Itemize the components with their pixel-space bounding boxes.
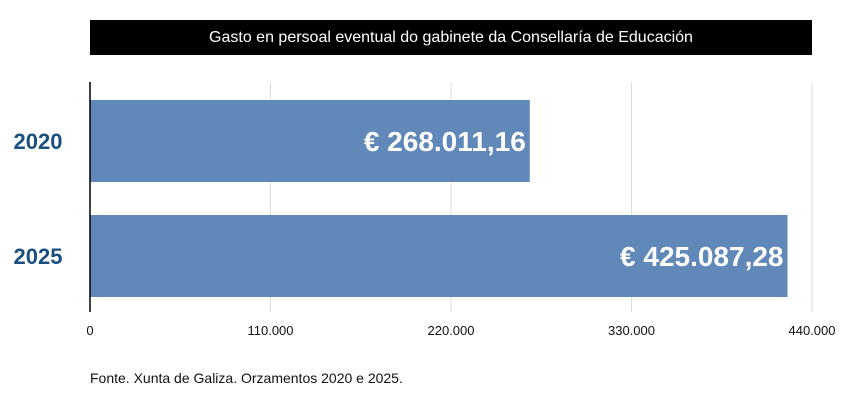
x-tick-label: 0	[86, 323, 93, 338]
source-note: Fonte. Xunta de Galiza. Orzamentos 2020 …	[90, 370, 403, 386]
x-tick-label: 330.000	[608, 323, 655, 338]
x-tick-label: 220.000	[428, 323, 475, 338]
category-label: 2020	[14, 129, 63, 154]
category-label: 2025	[14, 244, 63, 269]
bar-2020	[90, 100, 530, 182]
data-label: € 425.087,28	[620, 241, 784, 272]
chart-title: Gasto en persoal eventual do gabinete da…	[90, 20, 812, 55]
x-tick-label: 110.000	[247, 323, 293, 338]
bar-2025	[90, 215, 788, 297]
x-tick-label: 440.000	[789, 323, 836, 338]
data-label: € 268.011,16	[364, 126, 526, 157]
